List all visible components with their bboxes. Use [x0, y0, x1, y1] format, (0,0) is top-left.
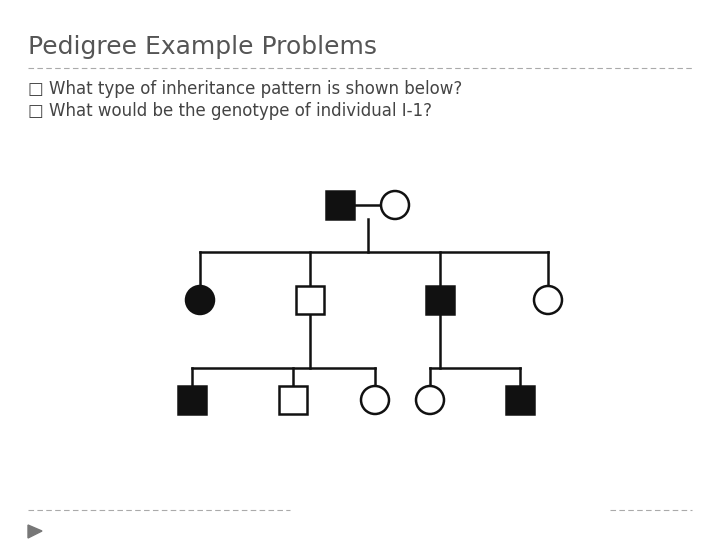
Bar — [506, 386, 534, 414]
Text: Pedigree Example Problems: Pedigree Example Problems — [28, 35, 377, 59]
Polygon shape — [28, 525, 42, 538]
Bar — [296, 286, 324, 314]
Bar — [279, 386, 307, 414]
Ellipse shape — [361, 386, 389, 414]
Ellipse shape — [416, 386, 444, 414]
Text: □ What type of inheritance pattern is shown below?: □ What type of inheritance pattern is sh… — [28, 80, 462, 98]
Bar — [178, 386, 206, 414]
Ellipse shape — [534, 286, 562, 314]
Ellipse shape — [381, 191, 409, 219]
Ellipse shape — [186, 286, 214, 314]
Bar — [326, 191, 354, 219]
Text: □ What would be the genotype of individual I-1?: □ What would be the genotype of individu… — [28, 102, 432, 120]
Bar — [426, 286, 454, 314]
